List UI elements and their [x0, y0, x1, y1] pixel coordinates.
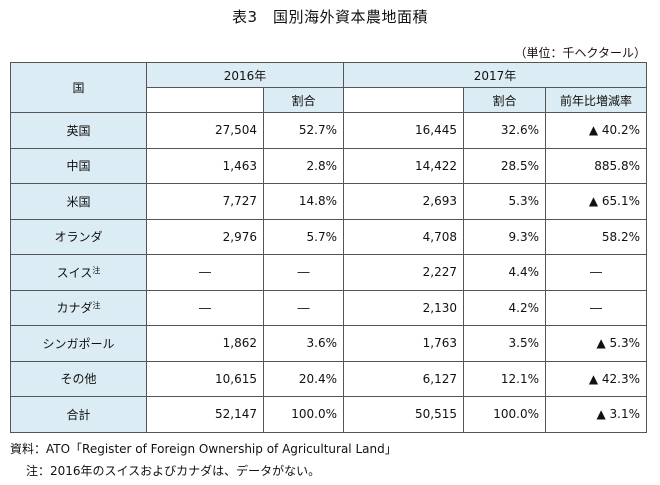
farmland-table: 国 2016年 2017年 割合 割合 前年比増減率 英国 27,504 52.7%…	[10, 62, 648, 433]
country-name: シンガポール	[42, 336, 115, 351]
area-2017-cell: 6,127	[343, 360, 465, 397]
share-2017-cell: 28.5%	[463, 147, 547, 184]
unit-label: （単位：千ヘクタール）	[514, 46, 646, 60]
table-body: 英国 27,504 52.7% 16,445 32.6% ▲ 40.2% 中国 1,463 2.…	[10, 112, 648, 433]
change-cell: ▲ 3.1%	[545, 396, 648, 433]
share-2016-cell: 5.7%	[262, 218, 345, 255]
country-cell: シンガポール	[10, 325, 147, 362]
country-cell: その他	[10, 360, 147, 397]
header-country: 国	[10, 62, 147, 113]
share-2016-cell: 3.6%	[262, 325, 345, 362]
change-cell: ―	[545, 254, 648, 291]
header-share-2017: 割合	[463, 87, 547, 113]
area-2016-cell: ―	[146, 254, 264, 291]
country-name: 合計	[66, 407, 91, 422]
area-2017-cell: 4,708	[343, 218, 465, 255]
share-2016-cell: ―	[262, 289, 345, 326]
country-cell: 英国	[10, 112, 147, 149]
area-2017-cell: 16,445	[343, 112, 465, 149]
share-2016-cell: ―	[262, 254, 345, 291]
share-2017-cell: 12.1%	[463, 360, 547, 397]
header-share-2016: 割合	[262, 87, 345, 113]
area-2017-cell: 2,227	[343, 254, 465, 291]
share-2017-cell: 100.0%	[463, 396, 547, 433]
share-2016-cell: 100.0%	[262, 396, 345, 433]
share-2016-cell: 20.4%	[262, 360, 345, 397]
change-cell: ▲ 40.2%	[545, 112, 648, 149]
country-name: 英国	[66, 123, 91, 138]
country-cell: カナダ注	[10, 289, 147, 326]
area-2017-cell: 1,763	[343, 325, 465, 362]
share-2017-cell: 4.4%	[463, 254, 547, 291]
table-row: 合計 52,147 100.0% 50,515 100.0% ▲ 3.1%	[10, 396, 648, 433]
area-2016-cell: ―	[146, 289, 264, 326]
header-2017: 2017年	[343, 62, 648, 88]
share-2016-cell: 2.8%	[262, 147, 345, 184]
country-name: 中国	[66, 159, 91, 174]
area-2016-cell: 52,147	[146, 396, 264, 433]
change-cell: ▲ 42.3%	[545, 360, 648, 397]
country-name: オランダ	[54, 230, 103, 245]
footnote: 注：2016年のスイスおよびカナダは、データがない。	[26, 464, 321, 478]
area-2016-cell: 10,615	[146, 360, 264, 397]
table-row: カナダ注 ― ― 2,130 4.2% ―	[10, 289, 648, 326]
share-2016-cell: 52.7%	[262, 112, 345, 149]
country-cell: オランダ	[10, 218, 147, 255]
area-2017-cell: 2,693	[343, 183, 465, 220]
change-cell: ▲ 5.3%	[545, 325, 648, 362]
country-cell: 中国	[10, 147, 147, 184]
country-name: 米国	[66, 194, 91, 209]
area-2016-cell: 27,504	[146, 112, 264, 149]
table-row: 米国 7,727 14.8% 2,693 5.3% ▲ 65.1%	[10, 183, 648, 220]
change-cell: ―	[545, 289, 648, 326]
table-row: 英国 27,504 52.7% 16,445 32.6% ▲ 40.2%	[10, 112, 648, 149]
source-note: 資料：ATO「Register of Foreign Ownership of …	[10, 442, 397, 456]
table-row: その他 10,615 20.4% 6,127 12.1% ▲ 42.3%	[10, 360, 648, 397]
share-2017-cell: 3.5%	[463, 325, 547, 362]
header-2017-area-blank	[343, 87, 465, 113]
share-2017-cell: 9.3%	[463, 218, 547, 255]
area-2016-cell: 2,976	[146, 218, 264, 255]
area-2016-cell: 1,862	[146, 325, 264, 362]
area-2016-cell: 7,727	[146, 183, 264, 220]
table-row: オランダ 2,976 5.7% 4,708 9.3% 58.2%	[10, 218, 648, 255]
area-2017-cell: 14,422	[343, 147, 465, 184]
area-2017-cell: 50,515	[343, 396, 465, 433]
header-2016: 2016年	[145, 62, 345, 88]
change-cell: 885.8%	[545, 147, 648, 184]
table-row: シンガポール 1,862 3.6% 1,763 3.5% ▲ 5.3%	[10, 325, 648, 362]
country-cell: 合計	[10, 396, 147, 433]
area-2017-cell: 2,130	[343, 289, 465, 326]
table-title: 表3 国別海外資本農地面積	[231, 8, 429, 26]
country-name: その他	[60, 372, 97, 387]
change-cell: ▲ 65.1%	[545, 183, 648, 220]
share-2016-cell: 14.8%	[262, 183, 345, 220]
table-row: スイス注 ― ― 2,227 4.4% ―	[10, 254, 648, 291]
share-2017-cell: 32.6%	[463, 112, 547, 149]
table-row: 中国 1,463 2.8% 14,422 28.5% 885.8%	[10, 147, 648, 184]
country-name: スイス	[56, 265, 93, 280]
share-2017-cell: 4.2%	[463, 289, 547, 326]
header-change: 前年比増減率	[545, 87, 648, 113]
share-2017-cell: 5.3%	[463, 183, 547, 220]
note-marker: 注	[92, 301, 101, 311]
country-name: カナダ	[56, 301, 93, 316]
area-2016-cell: 1,463	[146, 147, 264, 184]
change-cell: 58.2%	[545, 218, 648, 255]
country-cell: 米国	[10, 183, 147, 220]
note-marker: 注	[92, 265, 101, 275]
country-cell: スイス注	[10, 254, 147, 291]
header-2016-area-blank	[146, 87, 264, 113]
